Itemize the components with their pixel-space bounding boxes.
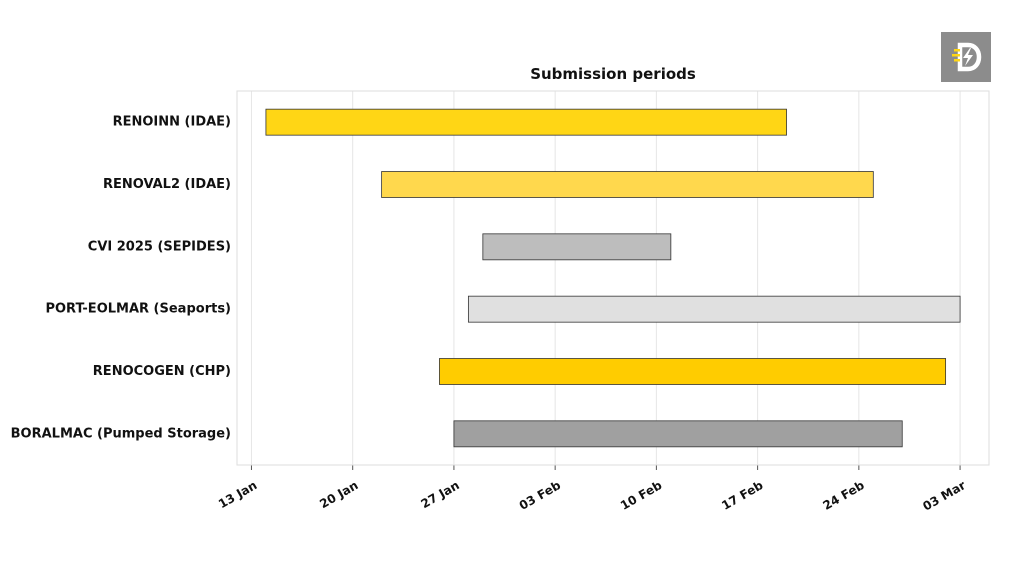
brand-logo — [941, 32, 991, 82]
task-labels: RENOINN (IDAE) RENOVAL2 (IDAE) CVI 2025 (S… — [11, 115, 231, 442]
task-label: PORT-EOLMAR (Seaports) — [45, 302, 231, 317]
chart-title: Submission periods — [530, 65, 696, 83]
x-tick-label: 17 Feb — [719, 478, 766, 513]
x-tick-label: 27 Jan — [418, 478, 461, 511]
task-bar — [381, 171, 874, 198]
task-bar — [439, 358, 947, 385]
grid-lines — [250, 91, 961, 470]
task-label: CVI 2025 (SEPIDES) — [88, 239, 231, 254]
lightning-d-logo-icon — [952, 42, 982, 72]
x-tick-label: 24 Feb — [820, 478, 867, 513]
x-tick-label: 03 Feb — [517, 478, 564, 513]
task-label: RENOINN (IDAE) — [113, 115, 231, 130]
task-bar — [453, 420, 903, 448]
task-label: RENOCOGEN (CHP) — [93, 364, 231, 379]
task-bar — [482, 233, 672, 261]
task-label: RENOVAL2 (IDAE) — [103, 177, 231, 192]
task-bar — [467, 295, 961, 323]
x-tick-labels: 13 Jan 20 Jan 27 Jan 03 Feb 10 Feb 17 Feb 24 F… — [216, 478, 968, 514]
x-tick-label: 10 Feb — [618, 478, 665, 513]
task-label: BORALMAC (Pumped Storage) — [11, 426, 231, 441]
x-tick-label: 03 Mar — [920, 478, 968, 514]
task-bar — [265, 108, 787, 136]
x-tick-label: 13 Jan — [216, 478, 259, 511]
x-tick-label: 20 Jan — [317, 478, 360, 511]
plot-frame — [236, 90, 990, 466]
task-bars — [265, 108, 961, 448]
